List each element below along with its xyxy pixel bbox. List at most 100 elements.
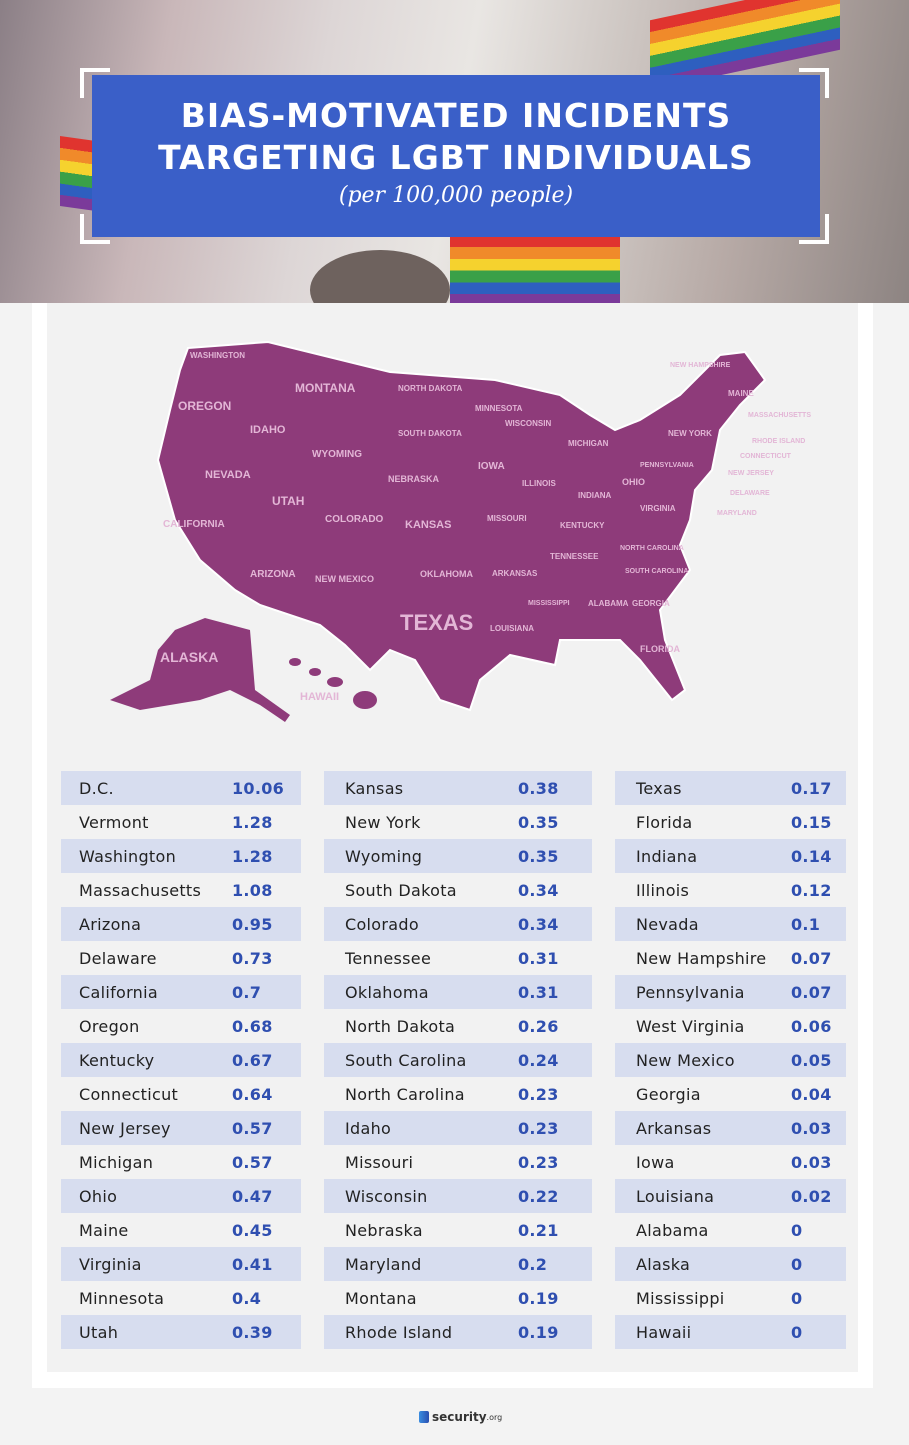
table-row: Alabama 0 [615,1213,846,1247]
state-name: Montana [345,1288,417,1308]
incident-rate-value: 0.19 [518,1288,559,1308]
incident-rate-value: 0.45 [232,1220,273,1240]
state-name: New Hampshire [636,948,767,968]
state-name: New York [345,812,421,832]
table-row: Florida 0.15 [615,805,846,839]
map-label-idaho: IDAHO [250,424,286,436]
state-name: Oregon [79,1016,140,1036]
title-line-1: BIAS-MOTIVATED INCIDENTS [180,96,732,135]
table-row: Missouri 0.23 [324,1145,592,1179]
incident-rate-value: 0.26 [518,1016,559,1036]
map-label-michigan: MICHIGAN [568,439,609,448]
state-name: Vermont [79,812,149,832]
state-name: Hawaii [636,1322,692,1342]
incident-rate-value: 0.07 [791,948,832,968]
table-row: Maine 0.45 [61,1213,301,1247]
state-name: Texas [636,778,682,798]
map-label-new-mexico: NEW MEXICO [315,574,375,584]
map-label-utah: UTAH [272,494,305,508]
subtitle: (per 100,000 people) [338,183,574,208]
incident-rate-value: 0 [791,1322,803,1342]
table-row: Washington 1.28 [61,839,301,873]
shield-icon [419,1411,429,1423]
incident-rate-value: 0.24 [518,1050,559,1070]
state-name: Rhode Island [345,1322,453,1342]
map-label-nevada: NEVADA [205,469,251,481]
us-map [110,340,767,722]
table-row: Minnesota 0.4 [61,1281,301,1315]
map-label-nebraska: NEBRASKA [388,474,440,484]
title-banner: BIAS-MOTIVATED INCIDENTS TARGETING LGBT … [92,75,820,237]
table-row: Vermont 1.28 [61,805,301,839]
state-name: Utah [79,1322,119,1342]
contiguous-us-shape [156,340,767,712]
map-label-alaska: ALASKA [160,649,219,665]
incident-rate-value: 0.23 [518,1118,559,1138]
state-name: South Carolina [345,1050,467,1070]
incident-rate-value: 0.22 [518,1186,559,1206]
state-name: Oklahoma [345,982,429,1002]
map-label-virginia: VIRGINIA [640,504,676,513]
incident-rate-value: 0.38 [518,778,559,798]
map-label-florida: FLORIDA [640,644,680,654]
map-label-maryland: MARYLAND [717,510,757,517]
incident-rate-value: 0.17 [791,778,832,798]
table-row: D.C. 10.06 [61,771,301,805]
state-name: Illinois [636,880,690,900]
map-label-colorado: COLORADO [325,514,384,525]
table-row: New Jersey 0.57 [61,1111,301,1145]
incident-rate-value: 0 [791,1220,803,1240]
table-row: Michigan 0.57 [61,1145,301,1179]
table-row: New York 0.35 [324,805,592,839]
incident-rate-value: 0.34 [518,880,559,900]
incident-rate-value: 0.03 [791,1152,832,1172]
incident-rate-value: 0.03 [791,1118,832,1138]
state-name: New Jersey [79,1118,171,1138]
table-column-1: D.C. 10.06 Vermont 1.28 Washington 1.28 Massac… [61,771,301,1349]
state-name: Washington [79,846,177,866]
incident-rate-value: 1.28 [232,812,273,832]
incident-rate-value: 0.39 [232,1322,273,1342]
map-label-oregon: OREGON [178,399,232,413]
map-label-california: CALIFORNIA [163,519,225,530]
table-row: New Mexico 0.05 [615,1043,846,1077]
incident-rate-value: 0.19 [518,1322,559,1342]
state-name: Wisconsin [345,1186,428,1206]
map-label-arkansas: ARKANSAS [492,569,538,578]
incident-rate-value: 0.06 [791,1016,832,1036]
table-row: Oklahoma 0.31 [324,975,592,1009]
table-row: Indiana 0.14 [615,839,846,873]
security-org-logo: security .org [419,1410,502,1424]
map-label-rhode-island: RHODE ISLAND [752,438,806,445]
title-line-2: TARGETING LGBT INDIVIDUALS [158,138,754,177]
incident-rate-value: 0.05 [791,1050,832,1070]
incident-rate-value: 0.31 [518,948,559,968]
state-name: Kentucky [79,1050,155,1070]
state-name: Indiana [636,846,698,866]
incident-rate-value: 0.02 [791,1186,832,1206]
map-label-kentucky: KENTUCKY [560,521,605,530]
table-row: South Carolina 0.24 [324,1043,592,1077]
incident-rate-value: 0.15 [791,812,832,832]
incident-rate-value: 0.23 [518,1152,559,1172]
incident-rate-value: 0.34 [518,914,559,934]
incident-rate-value: 0.2 [518,1254,548,1274]
table-row: New Hampshire 0.07 [615,941,846,975]
state-name: South Dakota [345,880,457,900]
table-row: Tennessee 0.31 [324,941,592,975]
map-label-oklahoma: OKLAHOMA [420,569,473,579]
map-label-connecticut: CONNECTICUT [740,453,791,460]
state-name: Mississippi [636,1288,725,1308]
map-label-mississippi: MISSISSIPPI [528,600,570,607]
state-name: Georgia [636,1084,701,1104]
table-column-3: Texas 0.17 Florida 0.15 Indiana 0.14 Illinois 0… [615,771,846,1349]
table-row: Arizona 0.95 [61,907,301,941]
corner-bracket [80,68,110,98]
table-row: Mississippi 0 [615,1281,846,1315]
map-label-missouri: MISSOURI [487,514,527,523]
map-label-indiana: INDIANA [578,491,612,500]
incident-rate-value: 1.28 [232,846,273,866]
incident-rate-value: 0.41 [232,1254,273,1274]
state-name: California [79,982,158,1002]
state-name: Alaska [636,1254,691,1274]
